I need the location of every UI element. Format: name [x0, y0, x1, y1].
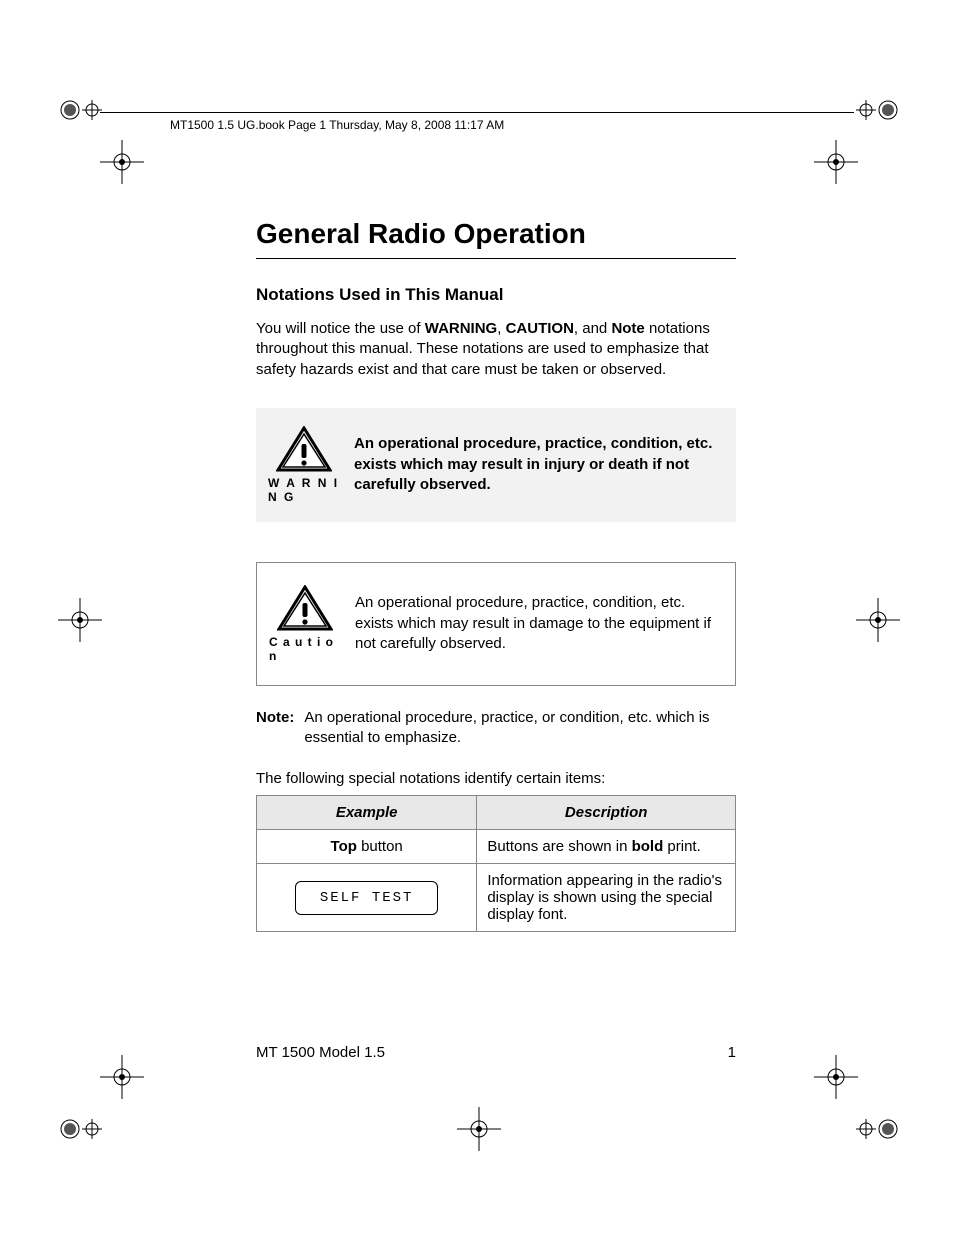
caution-label: C a u t i o n — [269, 635, 341, 663]
header-rule — [100, 112, 854, 113]
warning-label: W A R N I N G — [268, 476, 340, 504]
table-lead: The following special notations identify… — [256, 770, 736, 787]
ex1-rest: button — [357, 838, 403, 855]
cell-description-1: Buttons are shown in bold print. — [477, 830, 736, 864]
caution-text: An operational procedure, practice, cond… — [355, 593, 719, 654]
footer-page-number: 1 — [728, 1044, 736, 1061]
intro-sep1: , — [497, 320, 505, 337]
warning-triangle-icon — [276, 426, 332, 472]
desc1-bold: bold — [632, 838, 664, 855]
th-example: Example — [257, 796, 477, 830]
intro-warning: WARNING — [425, 320, 498, 337]
running-head: MT1500 1.5 UG.book Page 1 Thursday, May … — [170, 118, 504, 132]
page-content: General Radio Operation Notations Used i… — [256, 218, 736, 932]
page-title: General Radio Operation — [256, 218, 736, 250]
note-callout: Note: An operational procedure, practice… — [256, 708, 736, 749]
crop-mark-tl2 — [100, 140, 140, 180]
cell-example-2: SELF TEST — [257, 864, 477, 932]
desc1-pre: Buttons are shown in — [487, 838, 631, 855]
intro-note: Note — [611, 320, 644, 337]
cell-example-1: Top button — [257, 830, 477, 864]
intro-sep2: , and — [574, 320, 612, 337]
cell-description-2: Information appearing in the radio's dis… — [477, 864, 736, 932]
table-row: SELF TEST Information appearing in the r… — [257, 864, 736, 932]
crop-mark-br2 — [814, 1055, 854, 1095]
footer-left: MT 1500 Model 1.5 — [256, 1044, 385, 1061]
crop-mark-bl2 — [100, 1055, 140, 1095]
desc1-post: print. — [663, 838, 701, 855]
note-text: An operational procedure, practice, or c… — [304, 708, 736, 749]
crop-mark-ml — [58, 598, 98, 638]
intro-pre: You will notice the use of — [256, 320, 425, 337]
caution-triangle-icon — [277, 585, 333, 631]
crop-mark-tr2 — [814, 140, 854, 180]
crop-mark-tr — [856, 88, 896, 128]
crop-mark-mr — [856, 598, 896, 638]
note-label: Note: — [256, 708, 294, 749]
page-footer: MT 1500 Model 1.5 1 — [256, 1044, 736, 1061]
th-description: Description — [477, 796, 736, 830]
display-font-box: SELF TEST — [295, 881, 439, 915]
caution-callout: C a u t i o n An operational procedure, … — [256, 562, 736, 686]
intro-paragraph: You will notice the use of WARNING, CAUT… — [256, 319, 736, 380]
caution-icon-wrap: C a u t i o n — [269, 585, 341, 663]
crop-mark-bl — [58, 1107, 98, 1147]
table-row: Top button Buttons are shown in bold pri… — [257, 830, 736, 864]
table-header-row: Example Description — [257, 796, 736, 830]
warning-text: An operational procedure, practice, cond… — [354, 434, 720, 495]
crop-mark-tl — [58, 88, 98, 128]
title-rule — [256, 258, 736, 259]
warning-icon-wrap: W A R N I N G — [268, 426, 340, 504]
section-title: Notations Used in This Manual — [256, 285, 736, 305]
crop-mark-br — [856, 1107, 896, 1147]
notations-table: Example Description Top button Buttons a… — [256, 795, 736, 932]
intro-caution: CAUTION — [506, 320, 574, 337]
crop-mark-bc — [457, 1107, 497, 1147]
warning-callout: W A R N I N G An operational procedure, … — [256, 408, 736, 522]
ex1-bold: Top — [331, 838, 357, 855]
